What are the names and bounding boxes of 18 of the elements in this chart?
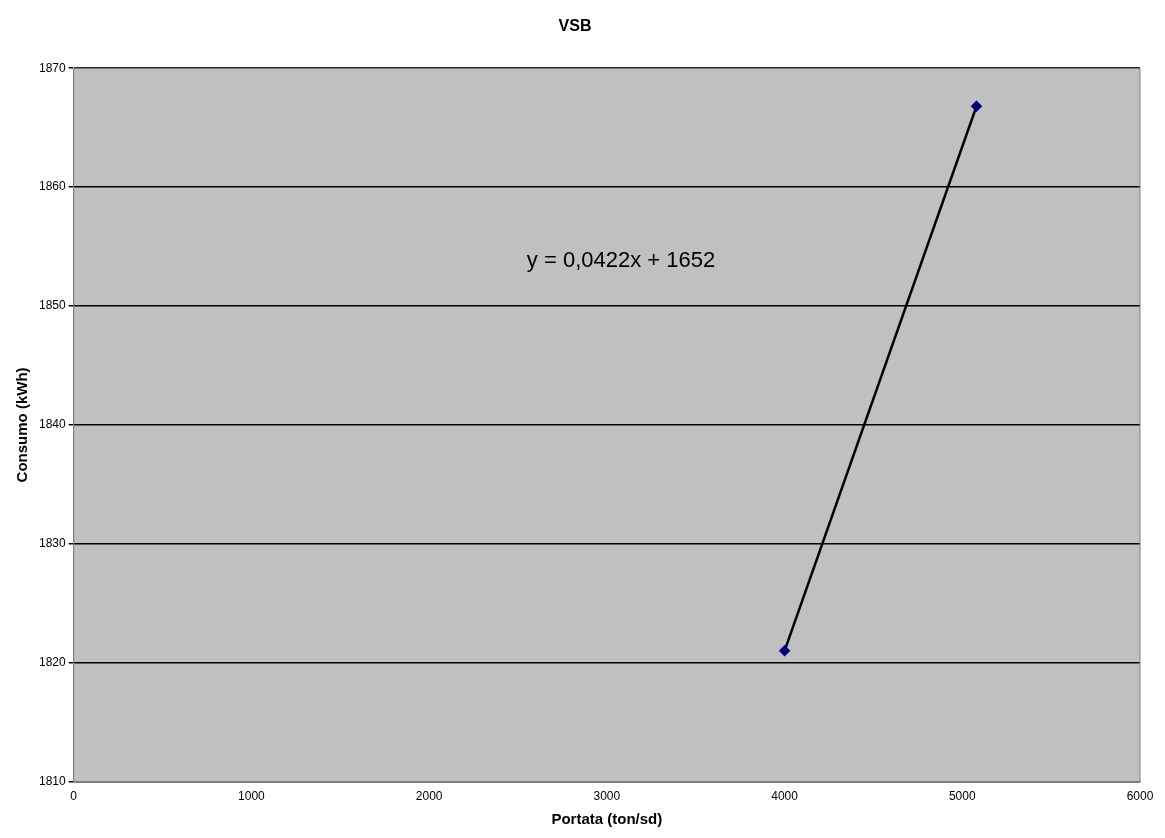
x-tick-label: 6000 [1126,789,1154,804]
x-tick-label: 2000 [415,789,443,804]
y-axis-title: Consumo (kWh) [13,367,31,483]
x-tick-label: 1000 [238,789,266,804]
x-tick-label: 3000 [593,789,621,804]
annotation: y = 0,0422x + 1652 [526,246,716,272]
chart-title: VSB [558,17,592,35]
y-tick-label: 1860 [38,179,67,194]
y-tick-label: 1870 [38,60,67,75]
y-tick-label: 1830 [38,536,67,551]
x-axis-title: Portata (ton/sd) [551,810,663,828]
y-tick-label: 1810 [38,773,67,788]
x-tick-label: 0 [70,789,78,804]
x-tick-label: 5000 [948,789,976,804]
y-tick-label: 1850 [38,298,67,313]
y-tick-label: 1840 [38,417,67,432]
x-tick-label: 4000 [771,789,799,804]
y-tick-label: 1820 [38,655,67,670]
